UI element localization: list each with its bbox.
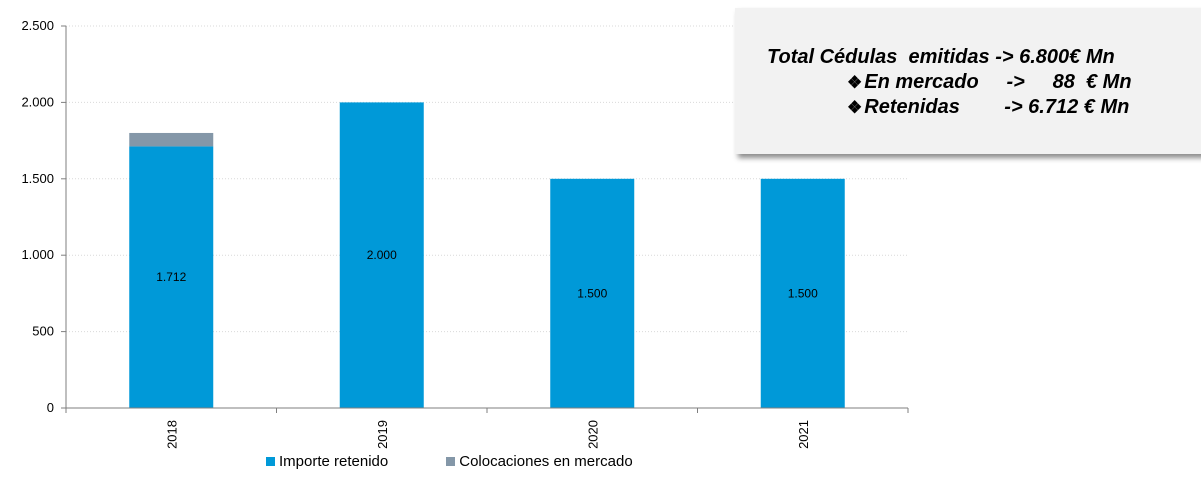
- x-tick-label: 2018: [164, 420, 179, 449]
- diamond-bullet-icon: ❖: [847, 73, 863, 92]
- data-label-2018: 1.712: [156, 270, 186, 284]
- bar-2021-series-0: [760, 178, 845, 408]
- x-tick-label: 2019: [375, 420, 390, 449]
- y-axis-ticks: 0 500 1.000 1.500 2.000 2.500: [21, 18, 66, 415]
- callout-market-line: ❖ En mercado -> 88 € Mn: [847, 71, 1132, 93]
- legend: Importe retenido Colocaciones en mercado: [266, 453, 691, 470]
- x-tick-label: 2020: [585, 420, 600, 449]
- x-tick-label: 2021: [796, 420, 811, 449]
- y-tick-label: 1.500: [21, 171, 54, 186]
- data-label-2019: 2.000: [367, 248, 397, 262]
- callout-retained-line: ❖ Retenidas -> 6.712 € Mn: [847, 96, 1130, 118]
- legend-label-market: Colocaciones en mercado: [459, 453, 633, 470]
- callout-total-line: Total Cédulas emitidas -> 6.800€ Mn: [767, 46, 1115, 68]
- legend-swatch-market: [446, 457, 456, 466]
- bars: [129, 102, 845, 409]
- y-tick-label: 0: [47, 400, 54, 415]
- bar-2018-series-1: [129, 132, 214, 147]
- x-axis-ticks: 2018 2019 2020 2021: [164, 420, 811, 449]
- bar-2018-series-0: [129, 146, 214, 408]
- axes: [65, 26, 909, 413]
- y-tick-label: 2.500: [21, 18, 54, 33]
- gridlines: [66, 25, 908, 333]
- y-tick-label: 1.000: [21, 247, 54, 262]
- legend-label-retained: Importe retenido: [279, 453, 389, 470]
- bar-2020-series-0: [550, 178, 635, 408]
- y-tick-label: 2.000: [21, 94, 54, 109]
- legend-swatch-retained: [266, 457, 275, 466]
- summary-callout: Total Cédulas emitidas -> 6.800€ Mn ❖ En …: [735, 8, 1201, 154]
- data-label-2020: 1.500: [577, 286, 607, 300]
- data-labels: 1.712 2.000 1.500 1.500: [156, 248, 818, 300]
- y-tick-label: 500: [32, 324, 54, 339]
- legend-item-retained: Importe retenido: [266, 453, 388, 470]
- data-label-2021: 1.500: [788, 286, 818, 300]
- diamond-bullet-icon: ❖: [847, 98, 863, 117]
- legend-item-market: Colocaciones en mercado: [446, 453, 633, 470]
- bar-2019-series-0: [339, 102, 424, 409]
